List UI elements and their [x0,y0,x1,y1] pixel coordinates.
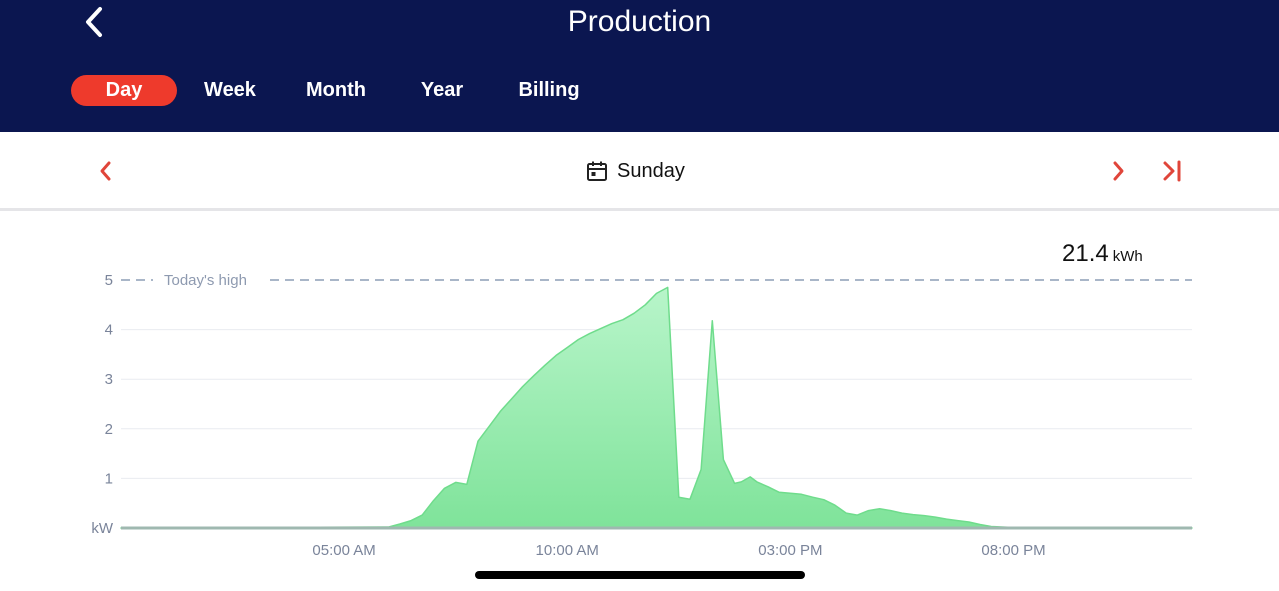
y-tick-label: kW [91,520,114,537]
date-label: Sunday [617,159,685,182]
x-tick-label: 10:00 AM [536,542,599,559]
y-tick-label: 4 [105,322,113,339]
back-button[interactable] [78,4,110,40]
chevron-right-icon [1113,161,1124,181]
page-title: Production [567,5,712,38]
date-picker-button[interactable]: Sunday [586,158,685,184]
skip-to-today-button[interactable] [1160,158,1186,184]
tab-day[interactable]: Day [71,75,177,106]
home-indicator [475,571,805,579]
y-tick-label: 1 [105,470,113,487]
daily-total: 21.4 kWh [1062,240,1143,268]
previous-day-button[interactable] [92,158,118,184]
daily-total-value: 21.4 [1062,240,1109,267]
x-tick-label: 03:00 PM [758,542,822,559]
y-tick-label: 3 [105,371,113,388]
calendar-icon [587,161,607,181]
x-tick-label: 05:00 AM [312,542,375,559]
production-chart: kW 1 2 3 4 5 Today's high 05:00 AM 10:00 AM 03:00… [91,272,1193,559]
date-navigator: Sunday [0,132,1279,211]
x-tick-label: 08:00 PM [981,542,1045,559]
next-day-button[interactable] [1106,158,1132,184]
daily-total-unit: kWh [1112,248,1143,265]
high-line-label: Today's high [164,272,247,289]
chevron-left-icon [100,161,111,181]
y-tick-label: 2 [105,421,113,438]
app-header: Production Day Week Month Year Billing [0,0,1279,132]
production-area [120,286,1193,529]
tab-billing[interactable]: Billing [518,79,580,101]
y-tick-label: 5 [105,272,113,289]
tab-year[interactable]: Year [420,79,464,101]
skip-to-end-icon [1163,160,1181,182]
tab-month[interactable]: Month [306,79,366,101]
chevron-left-icon [86,7,102,37]
tab-week[interactable]: Week [204,79,256,101]
